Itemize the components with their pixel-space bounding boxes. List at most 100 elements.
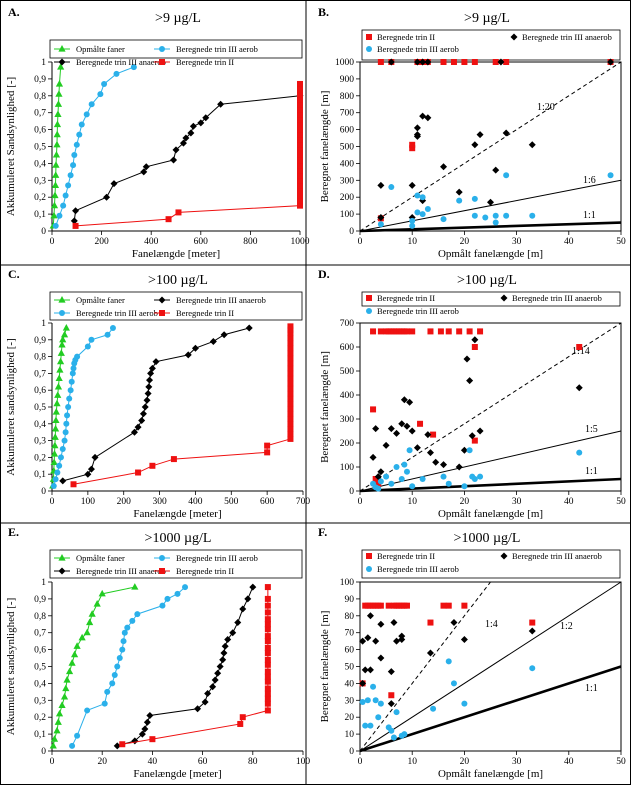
data-point <box>287 365 294 372</box>
data-point <box>388 480 395 487</box>
data-point <box>287 400 294 407</box>
data-point <box>146 376 154 384</box>
ratio-line-1-1 <box>359 665 622 753</box>
data-point <box>229 629 237 637</box>
data-point <box>146 712 154 720</box>
data-point <box>503 172 510 179</box>
data-point <box>419 211 426 218</box>
data-point <box>216 663 224 670</box>
data-point <box>152 358 160 366</box>
plot-frame <box>359 322 622 492</box>
data-point <box>182 584 189 591</box>
x-tick-label: 60 <box>198 757 208 767</box>
data-point <box>287 385 294 392</box>
series-line <box>122 587 269 745</box>
data-point <box>297 116 303 123</box>
data-point <box>607 172 614 179</box>
data-point <box>287 326 294 333</box>
x-tick-label: 200 <box>117 497 132 507</box>
data-point <box>390 734 397 741</box>
series-blue <box>69 584 189 749</box>
data-point <box>377 221 384 228</box>
legend-label: Beregnede trin III anaerob <box>522 32 612 42</box>
x-tick-label: 20 <box>97 757 107 767</box>
data-point <box>52 161 60 168</box>
data-point <box>297 182 303 189</box>
y-tick-label: 700 <box>340 319 355 329</box>
panel-label: C. <box>8 267 20 281</box>
y-tick-label: 50 <box>345 663 355 673</box>
data-point <box>245 324 253 332</box>
data-point <box>413 58 421 66</box>
data-point <box>143 396 151 404</box>
data-point <box>110 180 118 188</box>
panel-label: E. <box>8 525 19 539</box>
data-point <box>382 441 390 449</box>
data-point <box>370 683 377 690</box>
data-point <box>104 688 111 695</box>
y-tick-label: 1 <box>41 578 46 588</box>
data-point <box>65 667 74 675</box>
data-point <box>138 416 146 424</box>
legend-box <box>49 549 303 579</box>
data-point <box>390 619 398 627</box>
data-point <box>70 365 77 372</box>
data-point <box>417 420 424 427</box>
legend-label: Opmålte faner <box>76 295 125 305</box>
data-point <box>576 344 583 350</box>
data-point <box>450 619 458 627</box>
data-point <box>477 328 484 335</box>
data-point <box>60 202 67 209</box>
data-point <box>502 129 510 137</box>
data-point <box>121 629 128 636</box>
x-tick-label: 0 <box>50 757 55 767</box>
y-tick-label: 0 <box>349 487 354 497</box>
data-point <box>72 207 80 215</box>
data-point <box>60 692 69 700</box>
y-axis-label: Akkumuleret sandsynlighed [-] <box>5 338 17 475</box>
data-point <box>287 323 294 330</box>
data-point <box>466 328 473 335</box>
data-point <box>297 162 303 169</box>
data-point <box>50 735 59 742</box>
series-red <box>370 328 583 487</box>
y-tick-label: 0,9 <box>34 75 46 85</box>
x-tick-label: 20 <box>460 757 470 767</box>
data-point <box>364 697 371 704</box>
series-blue <box>377 172 614 229</box>
data-point <box>460 635 468 643</box>
data-point <box>387 425 395 433</box>
data-point <box>109 325 116 332</box>
legend-marker <box>59 310 65 316</box>
data-point <box>398 632 406 640</box>
data-point <box>149 736 156 743</box>
data-point <box>59 477 67 485</box>
data-point <box>78 121 85 128</box>
series-black <box>359 612 536 708</box>
x-tick-label: 100 <box>296 757 311 767</box>
panel-C: C. >100 µg/L 0 100 200 300 400 500 600 700 0 0,1 0,2… <box>5 267 310 520</box>
data-point <box>91 453 99 461</box>
x-tick-label: 50 <box>616 237 626 247</box>
legend-label: Beregnede trin II <box>377 551 435 561</box>
ratio-label: 1:5 <box>585 424 598 435</box>
data-point <box>424 431 432 439</box>
y-tick-label: 0,2 <box>34 453 46 463</box>
data-point <box>56 212 63 219</box>
data-point <box>52 222 59 229</box>
y-tick-label: 500 <box>340 143 355 153</box>
data-point <box>377 700 384 707</box>
legend-marker <box>58 58 66 66</box>
panel-B: B. >9 µg/L0 10 20 30 40 5001002003004005006007… <box>318 5 626 260</box>
series-line <box>52 586 135 747</box>
data-point <box>182 134 190 142</box>
legend-box <box>361 549 621 579</box>
y-tick-label: 400 <box>340 159 355 169</box>
data-point <box>73 642 81 649</box>
data-point <box>437 328 444 335</box>
ratio-label: 1:1 <box>585 683 598 694</box>
data-point <box>249 583 257 591</box>
data-point <box>406 398 414 406</box>
